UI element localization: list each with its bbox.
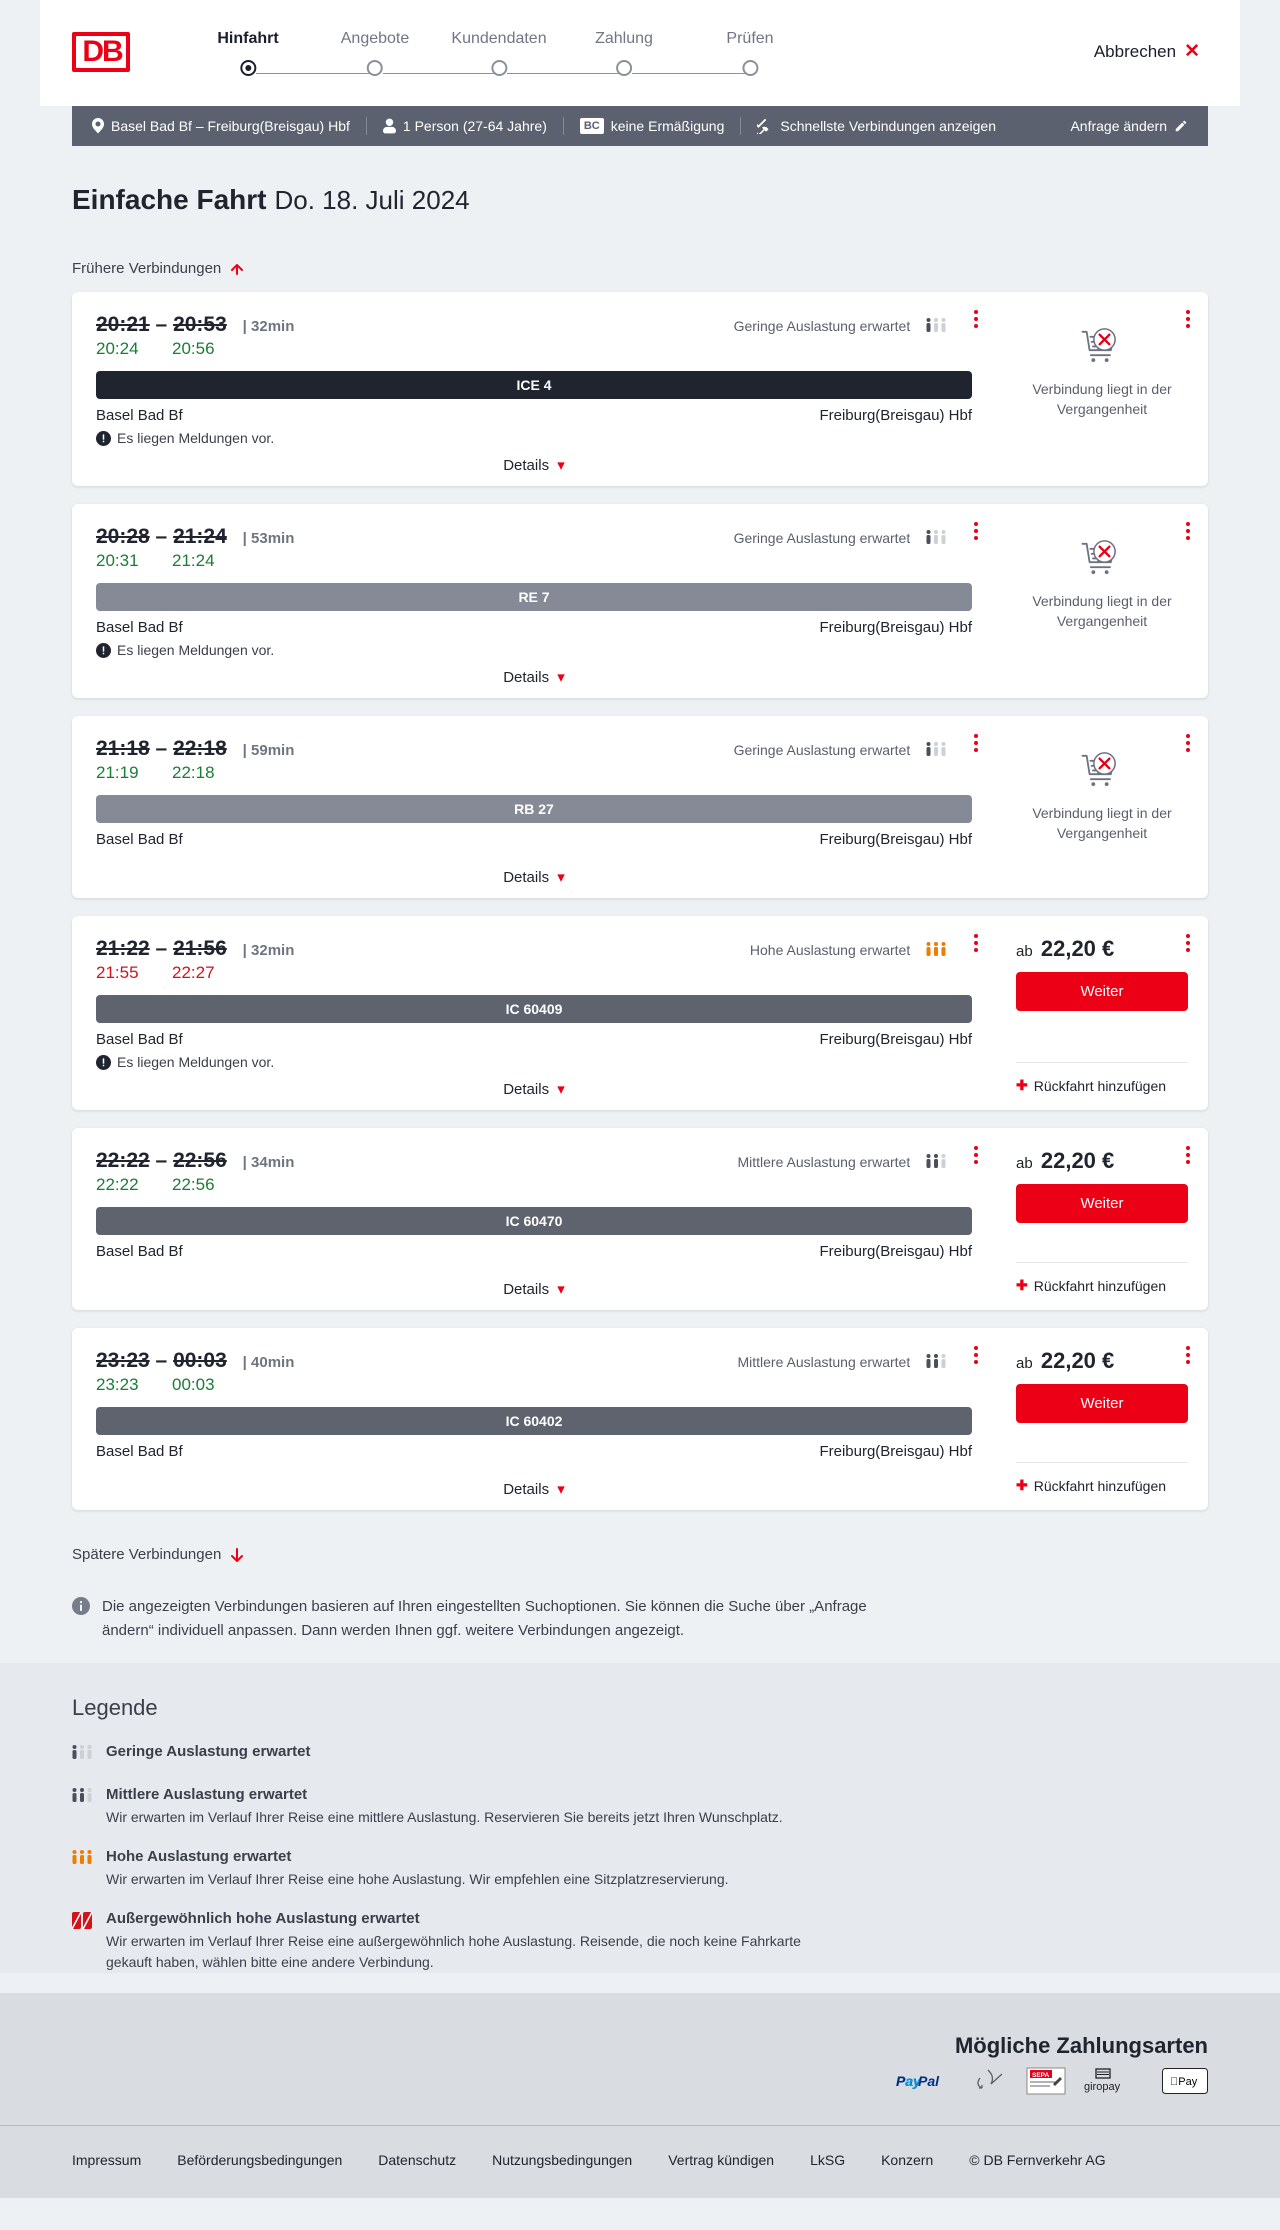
svg-text:Pay: Pay <box>1170 2076 1198 2088</box>
svg-text:Pal: Pal <box>918 2073 940 2089</box>
svg-text:giropay: giropay <box>1084 2081 1121 2093</box>
svg-text:SEPA: SEPA <box>1032 2072 1050 2079</box>
